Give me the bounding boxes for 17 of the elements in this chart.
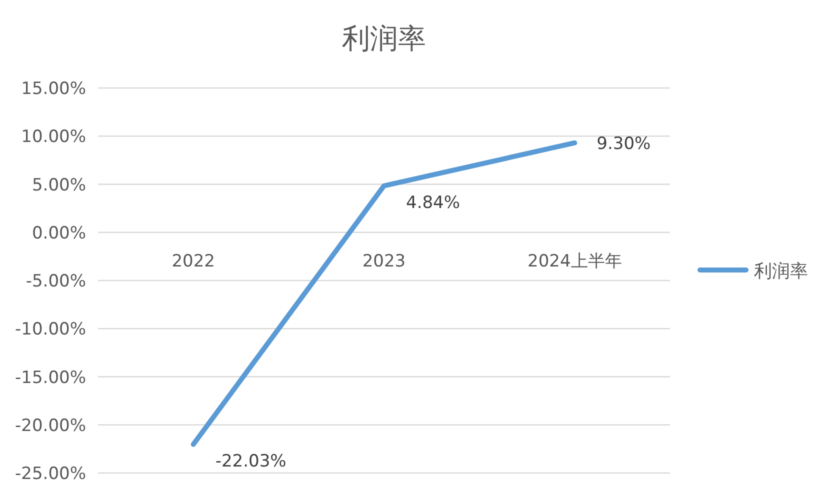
y-tick-label: 15.00% (21, 79, 86, 99)
x-tick-label: 2023 (362, 251, 406, 272)
y-tick-label: 0.00% (32, 223, 86, 244)
x-tick-label: 2024上半年 (528, 251, 622, 272)
data-label: -22.03% (215, 451, 286, 472)
y-tick-label: -20.00% (15, 416, 86, 436)
chart-title: 利润率 (342, 22, 426, 55)
y-tick-label: -5.00% (26, 272, 86, 292)
y-tick-label: 10.00% (21, 127, 86, 148)
data-label: 9.30% (596, 134, 651, 154)
x-tick-label: 2022 (172, 251, 215, 272)
y-tick-label: -25.00% (15, 464, 86, 484)
legend-label: 利润率 (754, 261, 808, 282)
y-tick-label: -10.00% (15, 320, 86, 340)
y-tick-label: -15.00% (15, 368, 86, 388)
data-label: 4.84% (406, 192, 460, 213)
y-tick-label: 5.00% (32, 175, 86, 196)
